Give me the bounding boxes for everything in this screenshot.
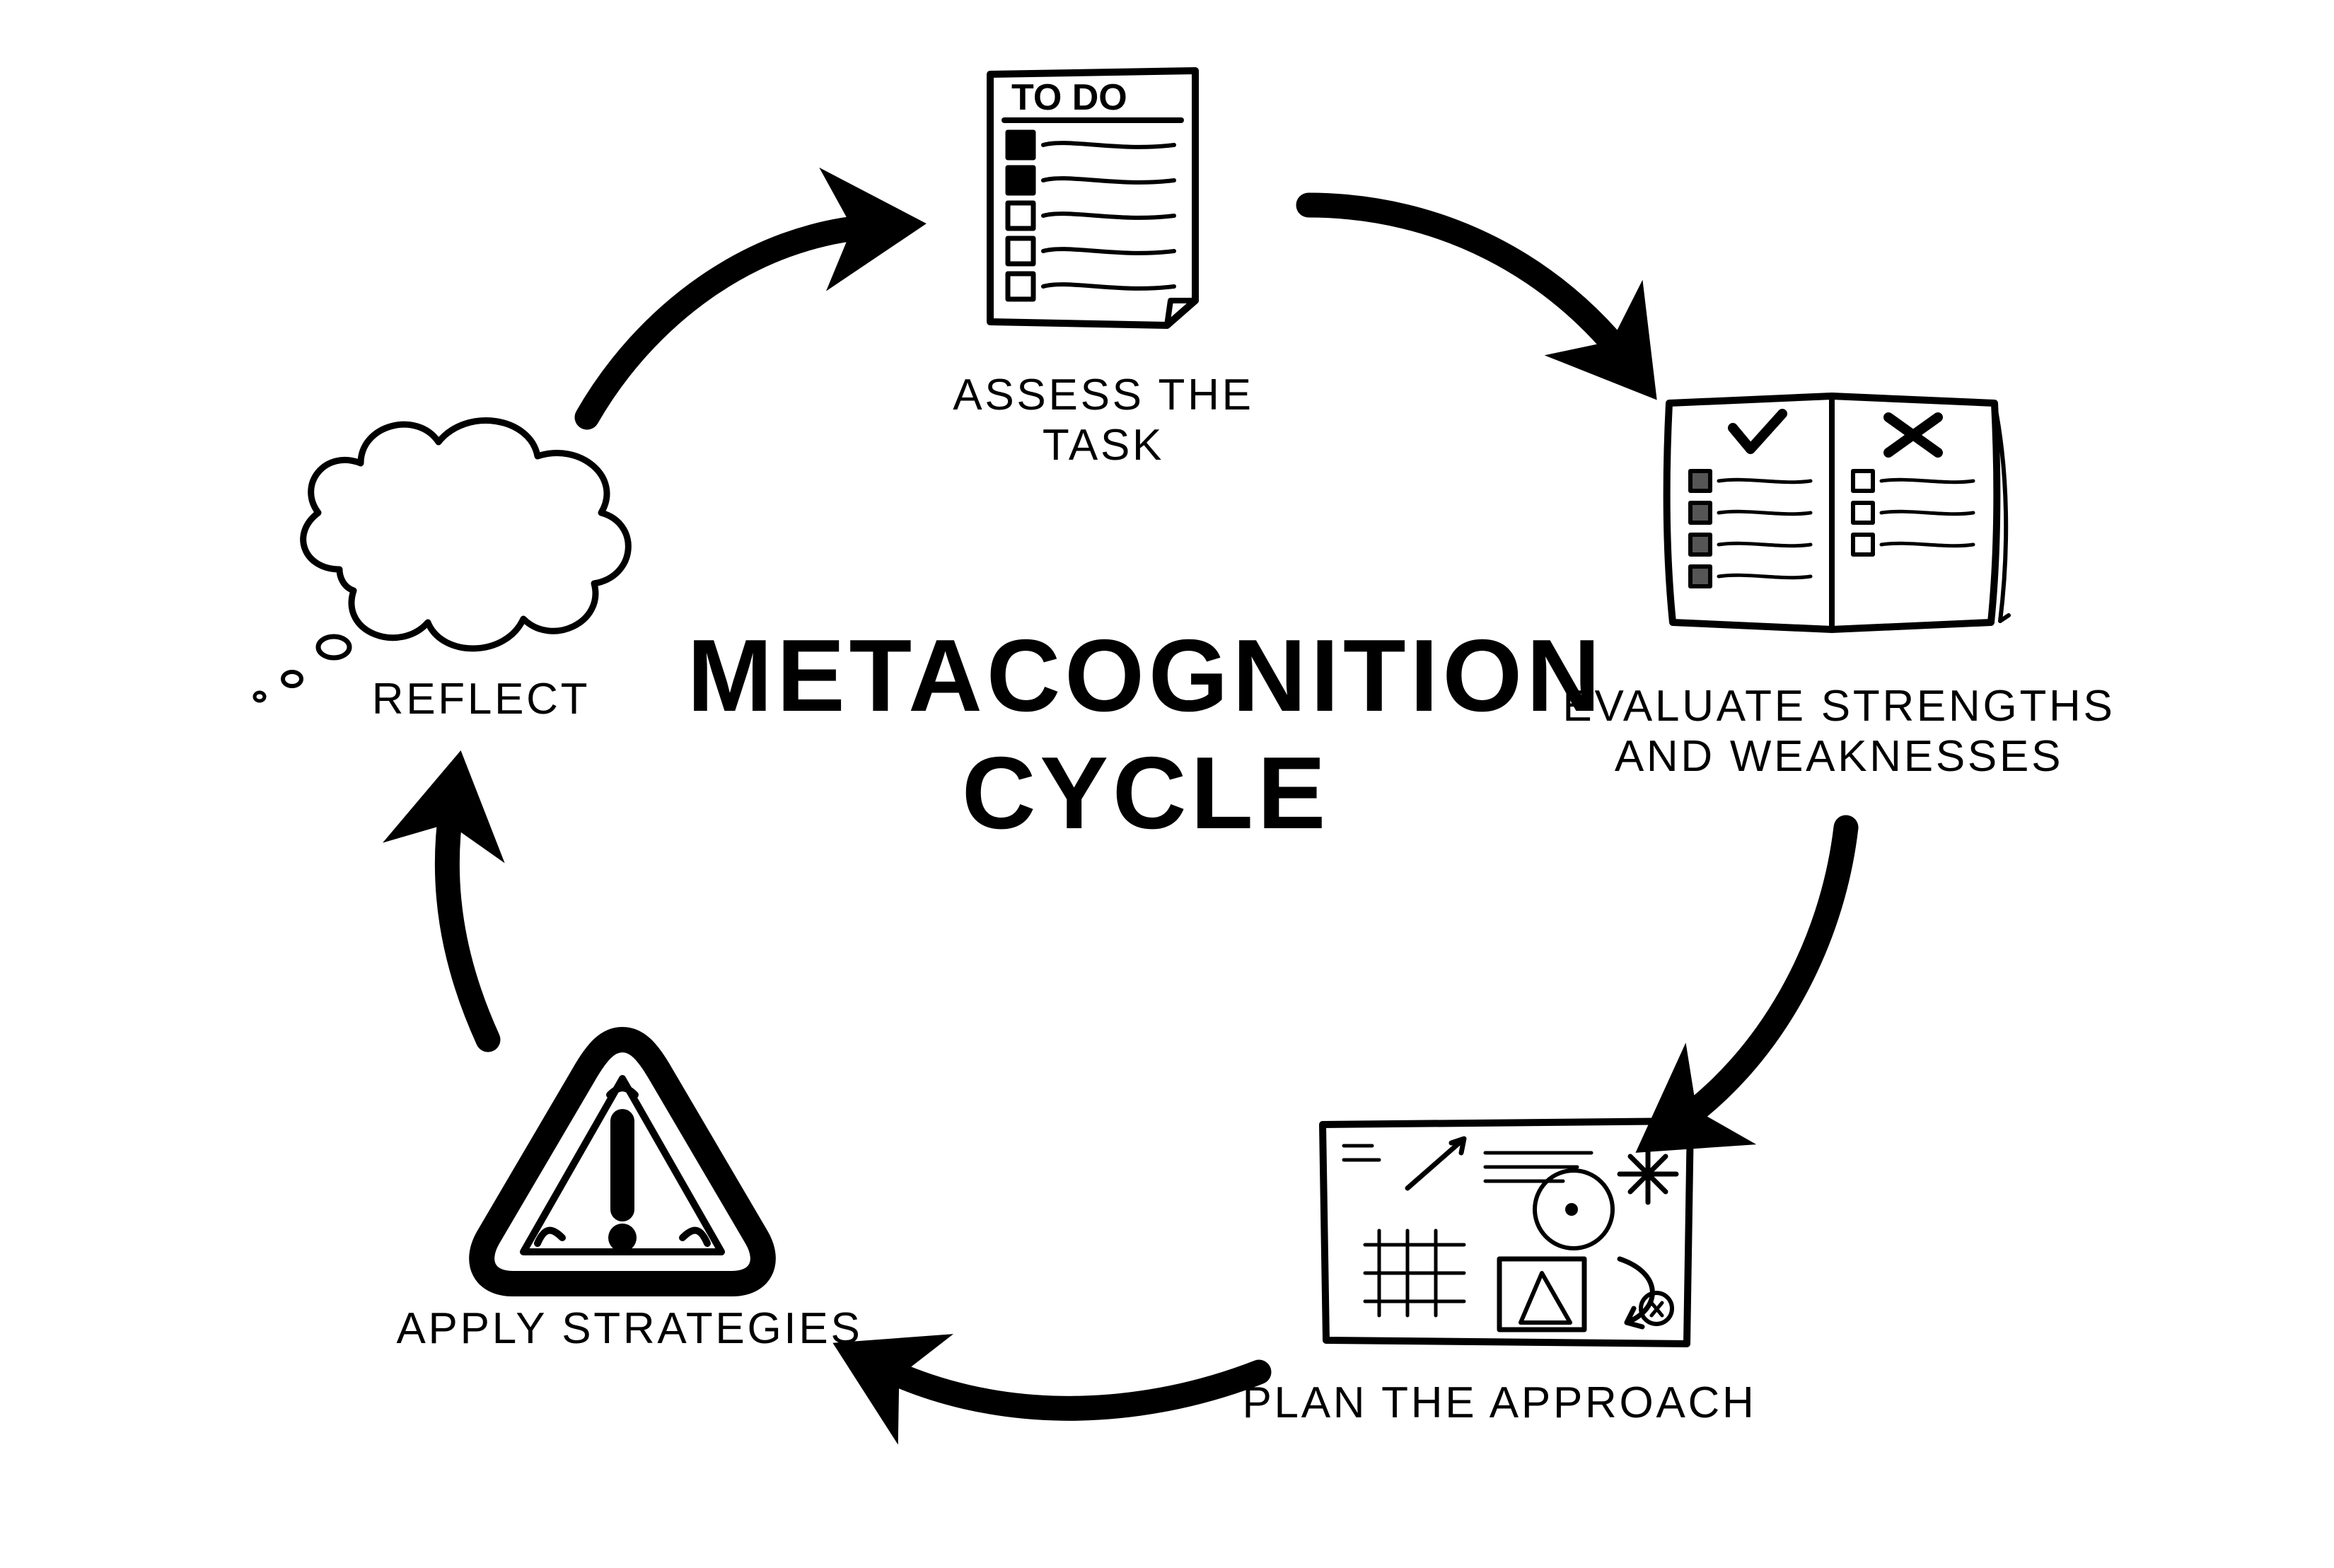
warning-triangle-icon <box>482 1040 763 1284</box>
arrow-evaluate-to-plan <box>1676 827 1846 1125</box>
label-plan: PLAN THE APPROACH <box>1146 1378 1853 1428</box>
diagram-stage: TO DO METACOGNITION CYCLE ASSESS THE TAS… <box>0 0 2334 1568</box>
label-evaluate: EVALUATE STRENGTHS AND WEAKNESSES <box>1485 681 2193 782</box>
plan-board-icon <box>1323 1121 1690 1344</box>
arrow-assess-to-evaluate <box>1308 205 1627 361</box>
thought-cloud-icon <box>255 421 628 701</box>
todo-list-icon: TO DO <box>990 71 1195 325</box>
label-apply: APPLY STRATEGIES <box>276 1303 983 1354</box>
label-assess: ASSESS THE TASK <box>750 370 1457 471</box>
pros-cons-icon <box>1667 396 2009 629</box>
arrow-apply-to-reflect <box>447 799 488 1040</box>
svg-text:TO DO: TO DO <box>1011 77 1127 118</box>
label-reflect: REFLECT <box>127 674 835 724</box>
